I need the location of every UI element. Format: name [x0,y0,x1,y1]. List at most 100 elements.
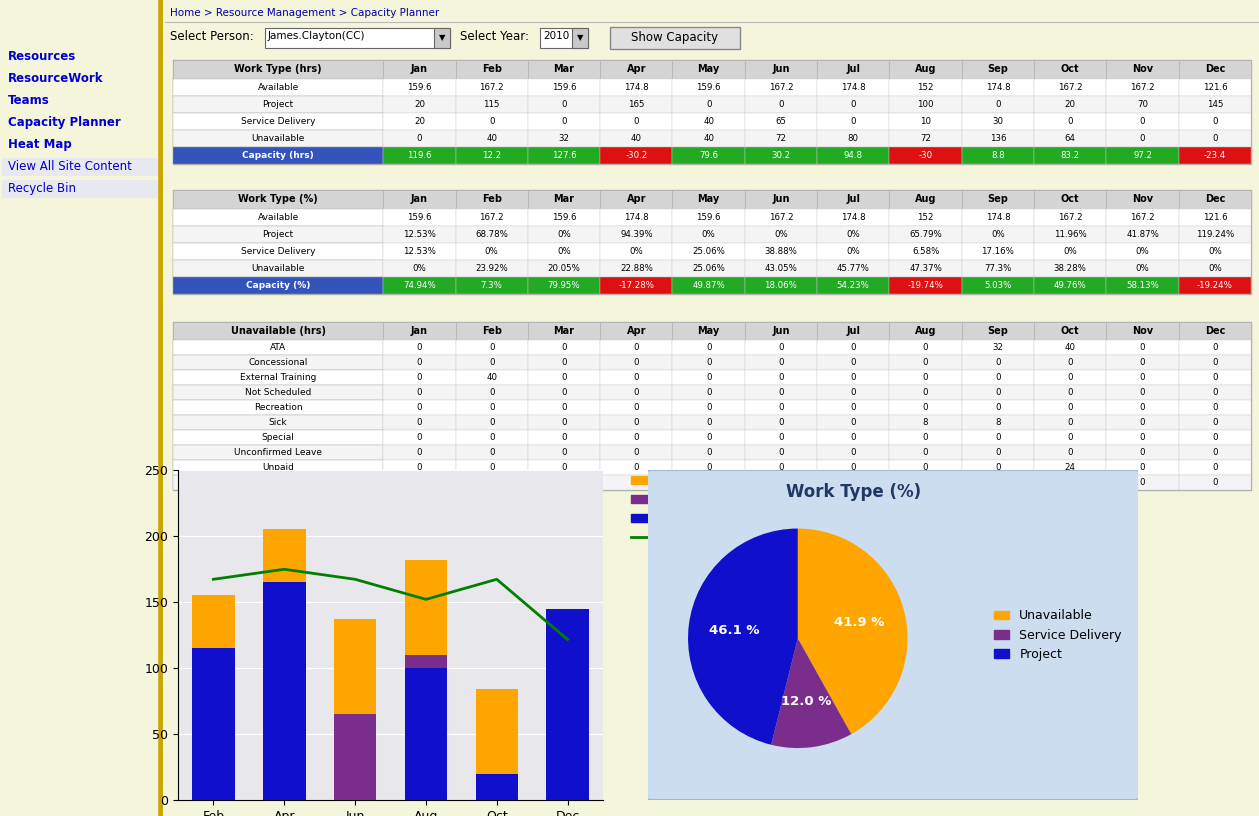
Text: 0: 0 [923,358,928,367]
Text: Project: Project [263,230,293,239]
Text: Apr: Apr [627,64,646,74]
Text: 0: 0 [417,343,422,352]
Bar [1107,60,1178,79]
Bar [1178,190,1251,209]
Text: 0: 0 [1068,478,1073,487]
Bar [962,340,1034,355]
Text: 65: 65 [776,117,787,126]
Bar [817,209,889,226]
Bar [962,260,1034,277]
Bar [889,340,962,355]
Text: 25.06%: 25.06% [692,264,725,273]
Wedge shape [798,529,908,734]
Text: 0: 0 [633,388,640,397]
Bar [1178,370,1251,385]
Text: Jul: Jul [846,194,860,205]
Bar [1034,415,1107,430]
Bar [672,415,745,430]
Bar [528,243,601,260]
Bar [193,648,234,800]
Bar [962,370,1034,385]
Bar [1034,445,1107,460]
Text: 167.2: 167.2 [1131,213,1155,222]
Bar [817,113,889,130]
Bar [456,147,528,164]
Text: 0: 0 [417,403,422,412]
Bar [745,96,817,113]
Text: 10: 10 [920,117,932,126]
Bar [962,113,1034,130]
Text: 0: 0 [1212,463,1217,472]
Text: 41.9 %: 41.9 % [835,616,885,629]
Text: 121.6: 121.6 [1202,83,1228,92]
Text: 0: 0 [488,343,495,352]
Text: Mar: Mar [554,64,574,74]
Bar [572,28,588,48]
Text: 100: 100 [918,100,934,109]
Bar [172,209,383,226]
Bar [456,415,528,430]
Text: Feb: Feb [482,326,501,336]
Text: Jun: Jun [772,64,789,74]
Text: 40: 40 [631,478,642,487]
Bar [962,209,1034,226]
Text: 0: 0 [851,343,856,352]
Bar [601,445,672,460]
Text: 0: 0 [488,388,495,397]
Bar [745,445,817,460]
Bar [1107,322,1178,340]
Text: Oct: Oct [1061,64,1079,74]
Text: Heat Map: Heat Map [8,138,72,151]
Text: 40: 40 [486,373,497,382]
Bar [889,147,962,164]
Text: 0: 0 [488,433,495,442]
Text: -17.28%: -17.28% [618,281,655,290]
Bar [1034,430,1107,445]
Bar [601,96,672,113]
Text: Unavailable: Unavailable [252,264,305,273]
Bar [745,460,817,475]
Bar [817,400,889,415]
Text: 152: 152 [918,83,934,92]
Bar [1178,147,1251,164]
Bar [1034,60,1107,79]
Bar [817,260,889,277]
Text: 12.0 %: 12.0 % [781,695,831,708]
Text: 43.05%: 43.05% [764,264,797,273]
Text: 0%: 0% [991,230,1005,239]
Bar [383,190,456,209]
Text: 0: 0 [562,403,567,412]
Bar [745,130,817,147]
Text: 0: 0 [778,448,783,457]
Bar [817,445,889,460]
Bar [1178,430,1251,445]
Text: 0%: 0% [1064,247,1078,256]
Bar [601,60,672,79]
Bar [172,370,383,385]
Text: 0%: 0% [1136,264,1149,273]
Bar [383,445,456,460]
Bar [601,130,672,147]
Bar [1034,322,1107,340]
Text: May: May [697,64,720,74]
Text: 0: 0 [488,358,495,367]
Bar [528,60,601,79]
Text: 0%: 0% [485,247,499,256]
Bar [817,147,889,164]
Bar [1178,385,1251,400]
Bar [601,430,672,445]
Text: External Training: External Training [240,373,316,382]
Text: 0: 0 [851,117,856,126]
Bar [383,96,456,113]
Bar [1178,460,1251,475]
Bar [528,209,601,226]
Text: 0: 0 [633,343,640,352]
Bar [745,243,817,260]
Bar [172,355,383,370]
Text: 0%: 0% [846,247,860,256]
Bar [889,385,962,400]
Text: 79.95%: 79.95% [548,281,580,290]
Bar [601,190,672,209]
Legend: Unavailable, Service Delivery, Project: Unavailable, Service Delivery, Project [990,605,1127,666]
Bar [1178,277,1251,294]
